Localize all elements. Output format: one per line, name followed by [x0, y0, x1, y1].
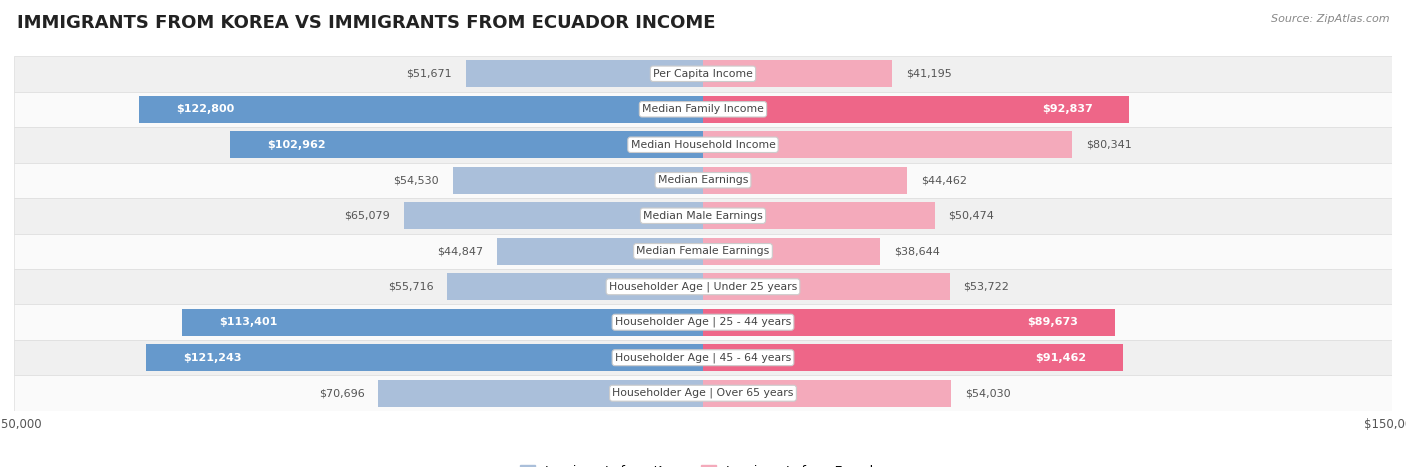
- Bar: [703, 60, 893, 87]
- Text: $44,847: $44,847: [437, 246, 484, 256]
- Bar: [703, 96, 1129, 123]
- Bar: [703, 132, 1071, 158]
- Text: $102,962: $102,962: [267, 140, 325, 150]
- Text: Median Female Earnings: Median Female Earnings: [637, 246, 769, 256]
- Text: Median Household Income: Median Household Income: [630, 140, 776, 150]
- Bar: [703, 380, 950, 406]
- Bar: [146, 345, 703, 371]
- Bar: [378, 380, 703, 406]
- Text: Householder Age | Over 65 years: Householder Age | Over 65 years: [612, 388, 794, 398]
- Text: Source: ZipAtlas.com: Source: ZipAtlas.com: [1271, 14, 1389, 24]
- Bar: [14, 56, 1392, 92]
- Text: $51,671: $51,671: [406, 69, 451, 79]
- Bar: [14, 163, 1392, 198]
- Text: $54,530: $54,530: [394, 175, 439, 185]
- Text: Householder Age | 45 - 64 years: Householder Age | 45 - 64 years: [614, 353, 792, 363]
- Bar: [453, 167, 703, 193]
- Text: $121,243: $121,243: [183, 353, 242, 363]
- Bar: [14, 92, 1392, 127]
- Text: $70,696: $70,696: [319, 388, 364, 398]
- Text: $54,030: $54,030: [965, 388, 1011, 398]
- Bar: [404, 203, 703, 229]
- Bar: [231, 132, 703, 158]
- Text: $53,722: $53,722: [963, 282, 1010, 292]
- Bar: [14, 198, 1392, 234]
- Text: Median Male Earnings: Median Male Earnings: [643, 211, 763, 221]
- Text: $50,474: $50,474: [949, 211, 994, 221]
- Text: $113,401: $113,401: [219, 317, 277, 327]
- Bar: [14, 340, 1392, 375]
- Bar: [14, 269, 1392, 304]
- Text: IMMIGRANTS FROM KOREA VS IMMIGRANTS FROM ECUADOR INCOME: IMMIGRANTS FROM KOREA VS IMMIGRANTS FROM…: [17, 14, 716, 32]
- Bar: [139, 96, 703, 123]
- Bar: [183, 309, 703, 335]
- Text: $41,195: $41,195: [905, 69, 952, 79]
- Text: $91,462: $91,462: [1035, 353, 1087, 363]
- Text: $65,079: $65,079: [344, 211, 391, 221]
- Bar: [14, 304, 1392, 340]
- Text: Per Capita Income: Per Capita Income: [652, 69, 754, 79]
- Bar: [14, 127, 1392, 163]
- Bar: [703, 167, 907, 193]
- Bar: [447, 274, 703, 300]
- Bar: [14, 375, 1392, 411]
- Bar: [703, 238, 880, 264]
- Bar: [496, 238, 703, 264]
- Text: $89,673: $89,673: [1028, 317, 1078, 327]
- Text: Median Earnings: Median Earnings: [658, 175, 748, 185]
- Bar: [14, 234, 1392, 269]
- Text: $38,644: $38,644: [894, 246, 941, 256]
- Bar: [703, 345, 1123, 371]
- Bar: [703, 203, 935, 229]
- Legend: Immigrants from Korea, Immigrants from Ecuador: Immigrants from Korea, Immigrants from E…: [515, 460, 891, 467]
- Text: $122,800: $122,800: [176, 104, 233, 114]
- Text: Householder Age | Under 25 years: Householder Age | Under 25 years: [609, 282, 797, 292]
- Text: $44,462: $44,462: [921, 175, 967, 185]
- Text: $80,341: $80,341: [1085, 140, 1132, 150]
- Text: Median Family Income: Median Family Income: [643, 104, 763, 114]
- Bar: [465, 60, 703, 87]
- Text: $55,716: $55,716: [388, 282, 433, 292]
- Text: Householder Age | 25 - 44 years: Householder Age | 25 - 44 years: [614, 317, 792, 327]
- Bar: [703, 274, 949, 300]
- Bar: [703, 309, 1115, 335]
- Text: $92,837: $92,837: [1042, 104, 1092, 114]
